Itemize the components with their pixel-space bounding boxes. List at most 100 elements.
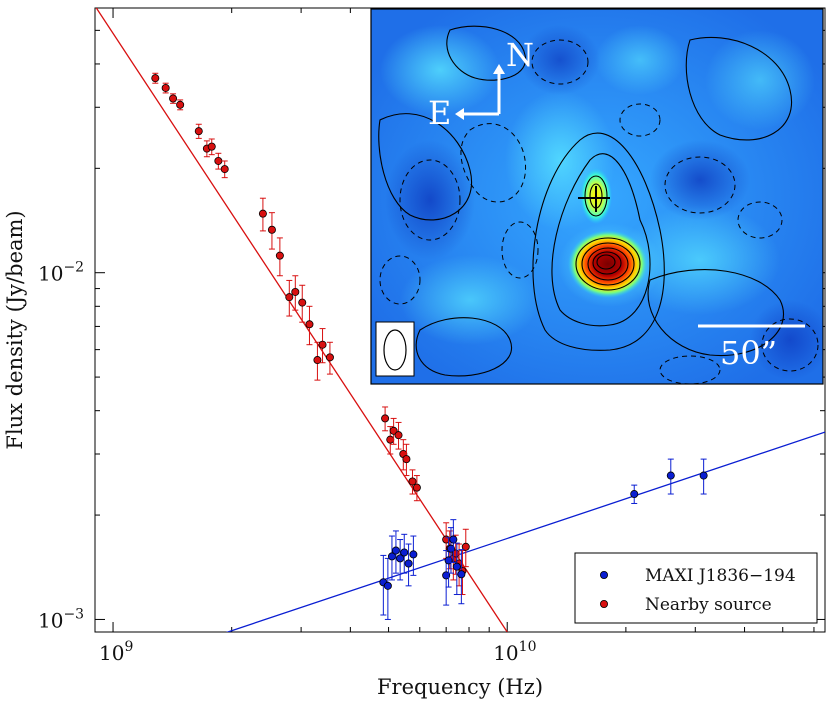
data-marker (386, 435, 395, 444)
inset-frame (370, 8, 824, 385)
data-marker (207, 142, 216, 151)
data-point (402, 443, 411, 477)
data-point (161, 82, 170, 94)
data-point (298, 284, 307, 323)
data-marker (446, 544, 455, 553)
data-point (400, 533, 409, 574)
data-points (151, 72, 708, 620)
east-label: E (428, 94, 451, 132)
data-point (381, 406, 390, 432)
data-marker (291, 287, 300, 296)
data-point (396, 539, 405, 581)
data-point (389, 417, 398, 445)
y-tick-label: 10−3 (38, 606, 84, 632)
data-marker (402, 455, 411, 464)
legend-marker (600, 571, 609, 580)
beam-ellipse (383, 329, 407, 371)
bright-source-peak (568, 230, 648, 298)
data-marker (408, 477, 417, 486)
data-point (267, 212, 276, 250)
data-marker (176, 100, 185, 109)
data-point (207, 138, 216, 156)
data-point (446, 527, 455, 574)
data-marker (391, 546, 400, 555)
data-point (409, 535, 418, 576)
legend-marker (600, 600, 609, 609)
data-marker (412, 483, 421, 492)
data-marker (381, 414, 390, 423)
data-marker (461, 542, 470, 551)
compass (455, 64, 505, 120)
north-label: N (506, 36, 534, 74)
data-point (258, 197, 267, 232)
data-point (275, 237, 284, 277)
fit-lines (95, 8, 825, 632)
data-marker (699, 471, 708, 480)
data-marker (267, 225, 276, 234)
x-tick-label: 109 (99, 639, 133, 665)
data-marker (394, 431, 403, 440)
data-point (285, 279, 294, 317)
data-marker (389, 426, 398, 435)
data-marker (325, 353, 334, 362)
data-point (449, 519, 458, 563)
scale-bar-label: 50” (720, 334, 777, 372)
data-marker (457, 570, 466, 579)
data-point (313, 341, 322, 381)
y-tick-label: 10−2 (38, 260, 84, 286)
data-marker (214, 156, 223, 165)
data-point (452, 542, 461, 596)
data-marker (313, 356, 322, 365)
data-marker (169, 94, 178, 103)
data-marker (318, 340, 327, 349)
data-point (325, 341, 334, 375)
data-point (318, 328, 327, 364)
data-point (666, 458, 675, 495)
data-marker (666, 471, 675, 480)
axis-tick-labels: 109 1010 10−2 10−3 (38, 260, 536, 665)
data-marker (383, 581, 392, 590)
fit-line-maxi-j1836-194 (225, 431, 825, 632)
data-marker (285, 293, 294, 302)
data-point (220, 160, 229, 179)
data-marker (449, 535, 458, 544)
data-marker (442, 571, 451, 580)
fit-line-nearby-source (95, 8, 508, 632)
legend-box (574, 552, 818, 624)
data-point (391, 530, 400, 574)
data-marker (452, 562, 461, 571)
data-point (630, 484, 639, 504)
data-point (394, 421, 403, 450)
data-marker (298, 298, 307, 307)
data-marker (194, 127, 203, 136)
data-point (383, 557, 392, 620)
data-point (291, 275, 300, 311)
x-axis-label: Frequency (Hz) (377, 675, 543, 699)
y-axis-label: Flux density (Jy/beam) (3, 210, 27, 449)
legend-label: Nearby source (645, 595, 772, 615)
legend-label: MAXI J1836−194 (645, 566, 796, 586)
data-marker (630, 490, 639, 499)
data-point (404, 543, 413, 587)
data-marker (258, 209, 267, 218)
data-point (408, 469, 417, 495)
legend: MAXI J1836−194 Nearby source (574, 552, 818, 624)
data-marker (220, 165, 229, 174)
data-point (169, 93, 178, 104)
data-marker (151, 74, 160, 83)
data-point (151, 72, 160, 84)
data-point (214, 152, 223, 170)
data-marker (161, 83, 170, 92)
data-point (699, 458, 708, 495)
inset-map: N E 50” (370, 8, 824, 385)
data-point (176, 99, 185, 111)
data-point (457, 549, 466, 605)
data-point (194, 123, 203, 139)
data-marker (275, 251, 284, 260)
data-marker (400, 548, 409, 557)
x-tick-label: 1010 (493, 639, 536, 665)
data-marker (396, 554, 405, 563)
data-point (461, 528, 470, 568)
data-point (412, 475, 421, 502)
